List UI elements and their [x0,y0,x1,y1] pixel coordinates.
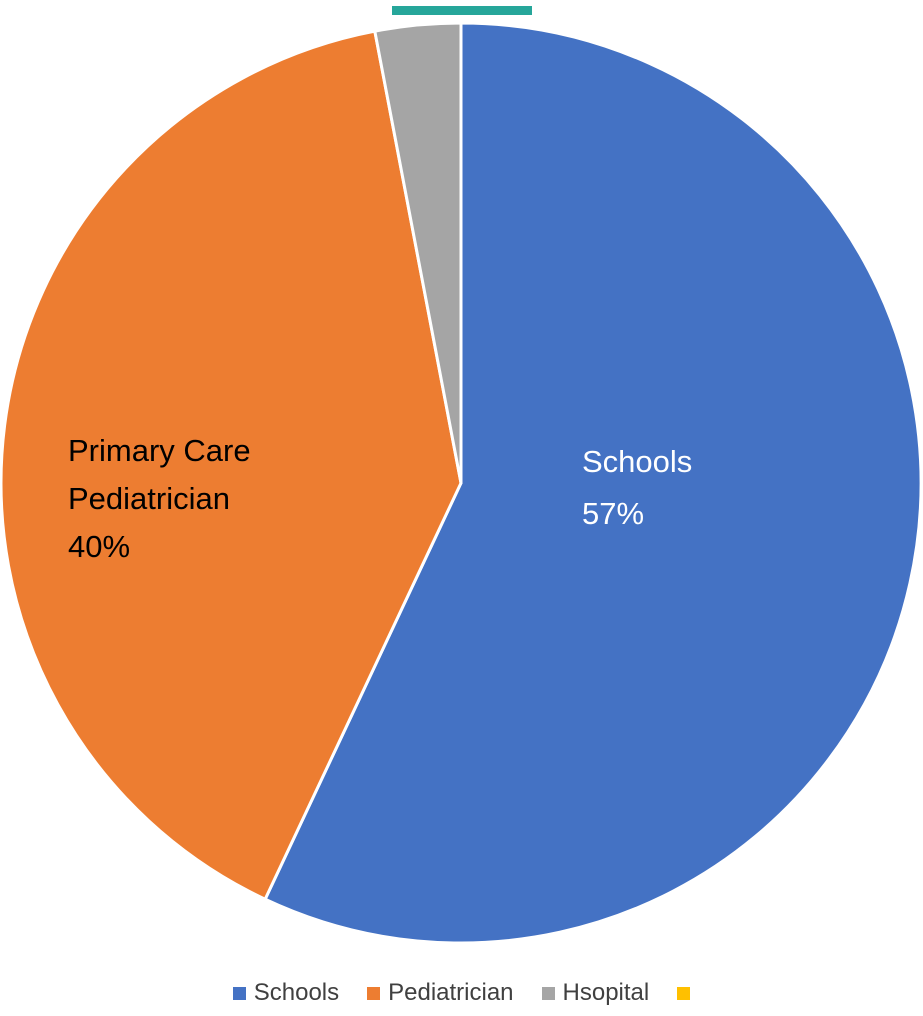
slice-label-line: 57% [582,496,644,531]
legend-label-hsopital: Hsopital [562,979,650,1006]
chart-legend: Schools Pediatrician Hsopital [0,976,923,1010]
legend-item-pediatrician[interactable]: Pediatrician [367,979,514,1007]
legend-swatch-unlabeled [677,986,691,1000]
legend-label-pediatrician: Pediatrician [388,979,514,1006]
slice-label-schools: Schools 57% [582,444,692,531]
legend-swatch-pediatrician [367,986,381,1000]
pie-slice-schools[interactable] [263,21,923,945]
pie-labels: Schools 57% Primary Care Pediatrician 40% [68,433,692,564]
pie-slices [0,21,923,945]
slice-label-line: Primary Care [68,433,251,468]
accent-bar [392,6,532,15]
slice-label-line: Pediatrician [68,481,230,516]
legend-item-schools[interactable]: Schools [232,979,340,1007]
legend-item-unlabeled[interactable] [677,986,691,1000]
legend-label-schools: Schools [253,979,340,1006]
legend-swatch-hsopital [541,986,555,1000]
slice-label-pediatrician: Primary Care Pediatrician 40% [68,433,251,564]
pie-slice-pediatrician[interactable] [0,29,463,901]
legend-item-hsopital[interactable]: Hsopital [541,979,650,1007]
pie-slice-hsopital[interactable] [373,21,463,485]
slice-label-line: Schools [582,444,692,479]
slice-label-line: 40% [68,529,130,564]
legend-swatch-schools [232,986,246,1000]
pie-chart-svg: Schools 57% Primary Care Pediatrician 40% [0,6,923,945]
